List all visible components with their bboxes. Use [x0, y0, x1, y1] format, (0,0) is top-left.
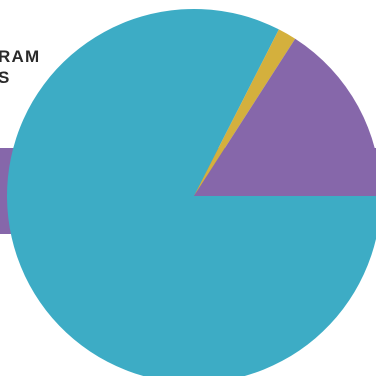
heading-line-2: S	[0, 68, 11, 87]
pie-slices	[7, 9, 376, 376]
page-heading: RAM S	[0, 46, 40, 88]
pie-slice-3	[194, 38, 376, 196]
heading-line-1: RAM	[0, 47, 41, 66]
pie-slice-2	[194, 29, 296, 196]
pie-slice-1	[7, 9, 376, 376]
